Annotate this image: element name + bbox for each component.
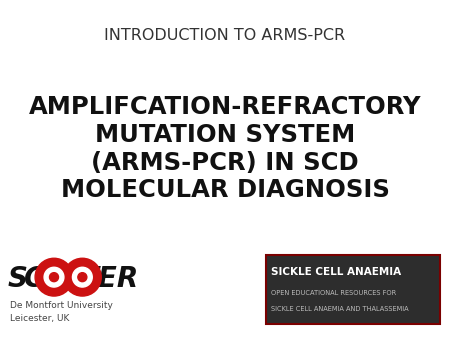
Ellipse shape <box>44 267 64 287</box>
FancyBboxPatch shape <box>266 255 440 324</box>
Ellipse shape <box>78 273 87 282</box>
Ellipse shape <box>50 273 58 282</box>
Text: Leicester, UK: Leicester, UK <box>10 314 69 323</box>
Text: SICKLE CELL ANAEMIA AND THALASSEMIA: SICKLE CELL ANAEMIA AND THALASSEMIA <box>271 306 409 312</box>
Ellipse shape <box>72 267 92 287</box>
Text: C: C <box>24 265 45 293</box>
Text: AMPLIFCATION-REFRACTORY
MUTATION SYSTEM
(ARMS-PCR) IN SCD
MOLECULAR DIAGNOSIS: AMPLIFCATION-REFRACTORY MUTATION SYSTEM … <box>29 95 421 202</box>
Text: De Montfort University: De Montfort University <box>10 301 113 310</box>
Text: OPEN EDUCATIONAL RESOURCES FOR: OPEN EDUCATIONAL RESOURCES FOR <box>271 290 396 296</box>
Ellipse shape <box>63 258 101 296</box>
Text: INTRODUCTION TO ARMS-PCR: INTRODUCTION TO ARMS-PCR <box>104 28 346 43</box>
Text: TER: TER <box>79 265 139 293</box>
Ellipse shape <box>35 258 73 296</box>
Text: S: S <box>8 265 28 293</box>
Text: SICKLE CELL ANAEMIA: SICKLE CELL ANAEMIA <box>271 267 401 277</box>
